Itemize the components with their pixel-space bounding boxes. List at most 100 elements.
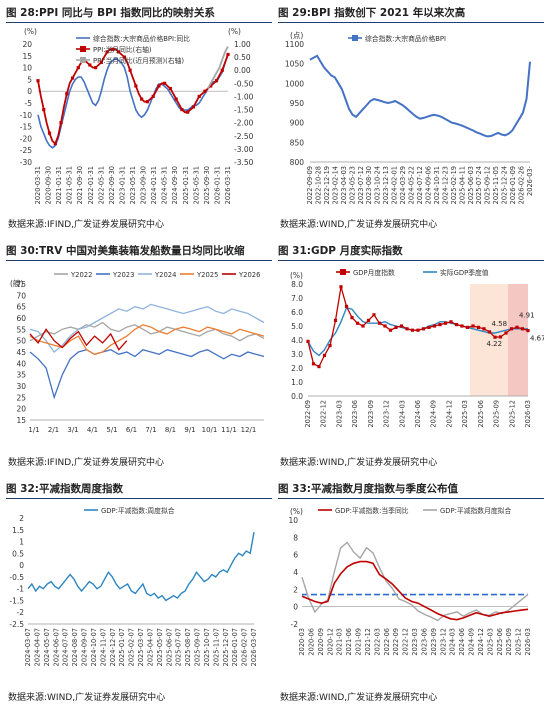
ppi-point — [220, 68, 224, 72]
x-tick-label: 2025-10-07 — [203, 628, 211, 666]
gdp-monthly-point — [361, 324, 365, 328]
x-tick-label: 2020-12 — [326, 628, 334, 656]
y-tick-label: 70 — [16, 291, 26, 300]
x-tick-label: 10/1 — [202, 426, 218, 434]
x-tick-label: 2025-11-07 — [212, 628, 220, 666]
y-tick-label: 6 — [293, 551, 298, 560]
x-tick-label: 2026-03-31 — [224, 166, 232, 204]
x-tick-label: 2026-01-07 — [231, 628, 239, 666]
ppi-point — [36, 79, 40, 83]
x-tick-label: 2025-12 — [508, 400, 516, 428]
x-tick-label: 5/1 — [106, 426, 117, 434]
gdp-monthly-point — [333, 318, 338, 322]
y-right-tick-label: -2.00 — [234, 119, 254, 128]
series-y2022-line — [29, 321, 265, 342]
x-tick-label: 9/1 — [184, 426, 195, 434]
ppi-point — [203, 89, 207, 93]
y-tick-label: 0.5 — [12, 549, 24, 558]
ppi-point — [134, 84, 138, 88]
y-tick-label: 1000 — [285, 79, 304, 88]
x-tick-label: 2020-03-31 — [34, 166, 42, 204]
legend-label: Y2022 — [70, 271, 92, 279]
y-tick-label: 0 — [293, 603, 298, 612]
data-label: 4.91 — [519, 311, 535, 319]
chart-title: 图 30:TRV 中国对美集装箱发船数量日均同比收缩 — [6, 242, 272, 261]
legend-label: Y2024 — [154, 271, 176, 279]
y-tick-label: -1 — [17, 585, 25, 594]
x-tick-label: 2022-06 — [383, 628, 391, 656]
chart-title: 图 31:GDP 月度实际指数 — [278, 242, 544, 261]
x-tick-label: 2023-09 — [430, 628, 438, 656]
x-tick-label: 2023-02-14 — [331, 166, 339, 204]
gdp-monthly-point — [493, 335, 497, 339]
y-right-tick-label: 1.00 — [234, 40, 251, 49]
x-tick-label: 2022-03 — [373, 628, 381, 656]
y-left-tick-label: 20 — [22, 40, 32, 49]
x-tick-label: 2022-10-28 — [314, 166, 322, 204]
gdp-monthly-point — [520, 327, 525, 331]
ppi-point — [151, 94, 155, 99]
y-tick-label: 15 — [16, 416, 26, 425]
legend-label: GDP:平减指数:周度拟合 — [101, 506, 175, 515]
x-tick-label: 11/1 — [221, 426, 237, 434]
data-label: 4.67 — [530, 335, 544, 343]
x-tick-label: 2025-06 — [477, 400, 485, 428]
y-tick-label: 8 — [293, 533, 298, 542]
y-right-tick-label: -2.50 — [234, 132, 254, 141]
x-tick-label: 2024-06 — [414, 400, 422, 428]
ppi-point — [76, 66, 80, 70]
x-tick-label: 2024-09-07 — [81, 628, 89, 666]
y-tick-label: 1.5 — [12, 526, 24, 535]
x-tick-label: 2024-03-29 — [399, 166, 407, 204]
series-deflator-weekly-line — [27, 531, 255, 602]
x-tick-label: 2025-01-31 — [182, 166, 190, 204]
ppi-point — [111, 47, 115, 51]
x-tick-label: 2023-01-31 — [118, 166, 126, 204]
x-tick-label: 2020-03 — [298, 628, 306, 656]
legend-marker — [80, 57, 86, 63]
x-tick-label: 2026-03- — [526, 165, 534, 196]
x-tick-label: 4/1 — [87, 426, 98, 434]
source-note: 数据来源:WIND,广发证券发展研究中心 — [280, 693, 438, 703]
gdp-monthly-point — [460, 324, 464, 328]
x-tick-label: 2023-12 — [383, 400, 391, 428]
chart-title: 图 29:BPI 指数创下 2021 年以来次高 — [278, 4, 544, 23]
x-tick-label: 2024-09 — [430, 400, 438, 428]
y-left-tick-label: -25 — [20, 146, 32, 155]
x-tick-label: 2022-05-31 — [97, 166, 105, 204]
x-tick-label: 2022-09-30 — [108, 166, 116, 204]
x-tick-label: 2024-12 — [477, 628, 485, 656]
gdp-monthly-point — [410, 328, 415, 332]
x-tick-label: 2023-07-12 — [357, 166, 365, 204]
x-tick-label: 12/1 — [241, 426, 257, 434]
x-tick-label: 2026-02-26 — [518, 166, 526, 204]
x-tick-label: 2024-09-30 — [171, 166, 179, 204]
legend-label: 综合指数:大宗商品价格BPI — [365, 34, 446, 43]
x-tick-label: 2023-08-30 — [365, 166, 373, 204]
forecast-shade-latest — [508, 284, 528, 396]
x-tick-label: 2023-06 — [351, 400, 359, 428]
y-right-tick-label: -3.00 — [234, 145, 254, 154]
ppi-point — [174, 97, 178, 101]
x-tick-label: 2025-06-03 — [467, 166, 475, 204]
gdp-monthly-point — [377, 321, 382, 325]
ppi-point — [53, 142, 57, 146]
gdp-monthly-point — [366, 318, 371, 322]
gdp-monthly-point — [438, 323, 442, 327]
legend-label: GDP:平减指数月度拟合 — [440, 506, 511, 515]
y-left-unit: (%) — [24, 27, 37, 36]
legend-label: 综合指数:大宗商品价格BPI:同比 — [93, 34, 190, 43]
x-tick-label: 2021-05-31 — [66, 166, 74, 204]
y-unit: (%) — [290, 507, 303, 516]
y-unit: (艘) — [10, 278, 23, 288]
panel-p33: 图 33:平减指数月度指数与季度公布值 (%) 10 8 6 4 2 0 -2 GDP:平减指数… — [278, 480, 544, 717]
x-tick-label: 2026-02-07 — [241, 628, 249, 666]
x-tick-label: 3/1 — [67, 426, 78, 434]
y-tick-label: -2.5 — [9, 620, 24, 629]
x-tick-label: 2021-03 — [336, 628, 344, 656]
y-tick-label: 2.0 — [291, 364, 303, 373]
x-tick-label: 2026-03-07 — [250, 628, 258, 666]
x-tick-label: 2024-05-22 — [408, 166, 416, 204]
x-tick-label: 2025-11-05 — [492, 166, 500, 204]
x-tick-label: 2/1 — [48, 426, 59, 434]
